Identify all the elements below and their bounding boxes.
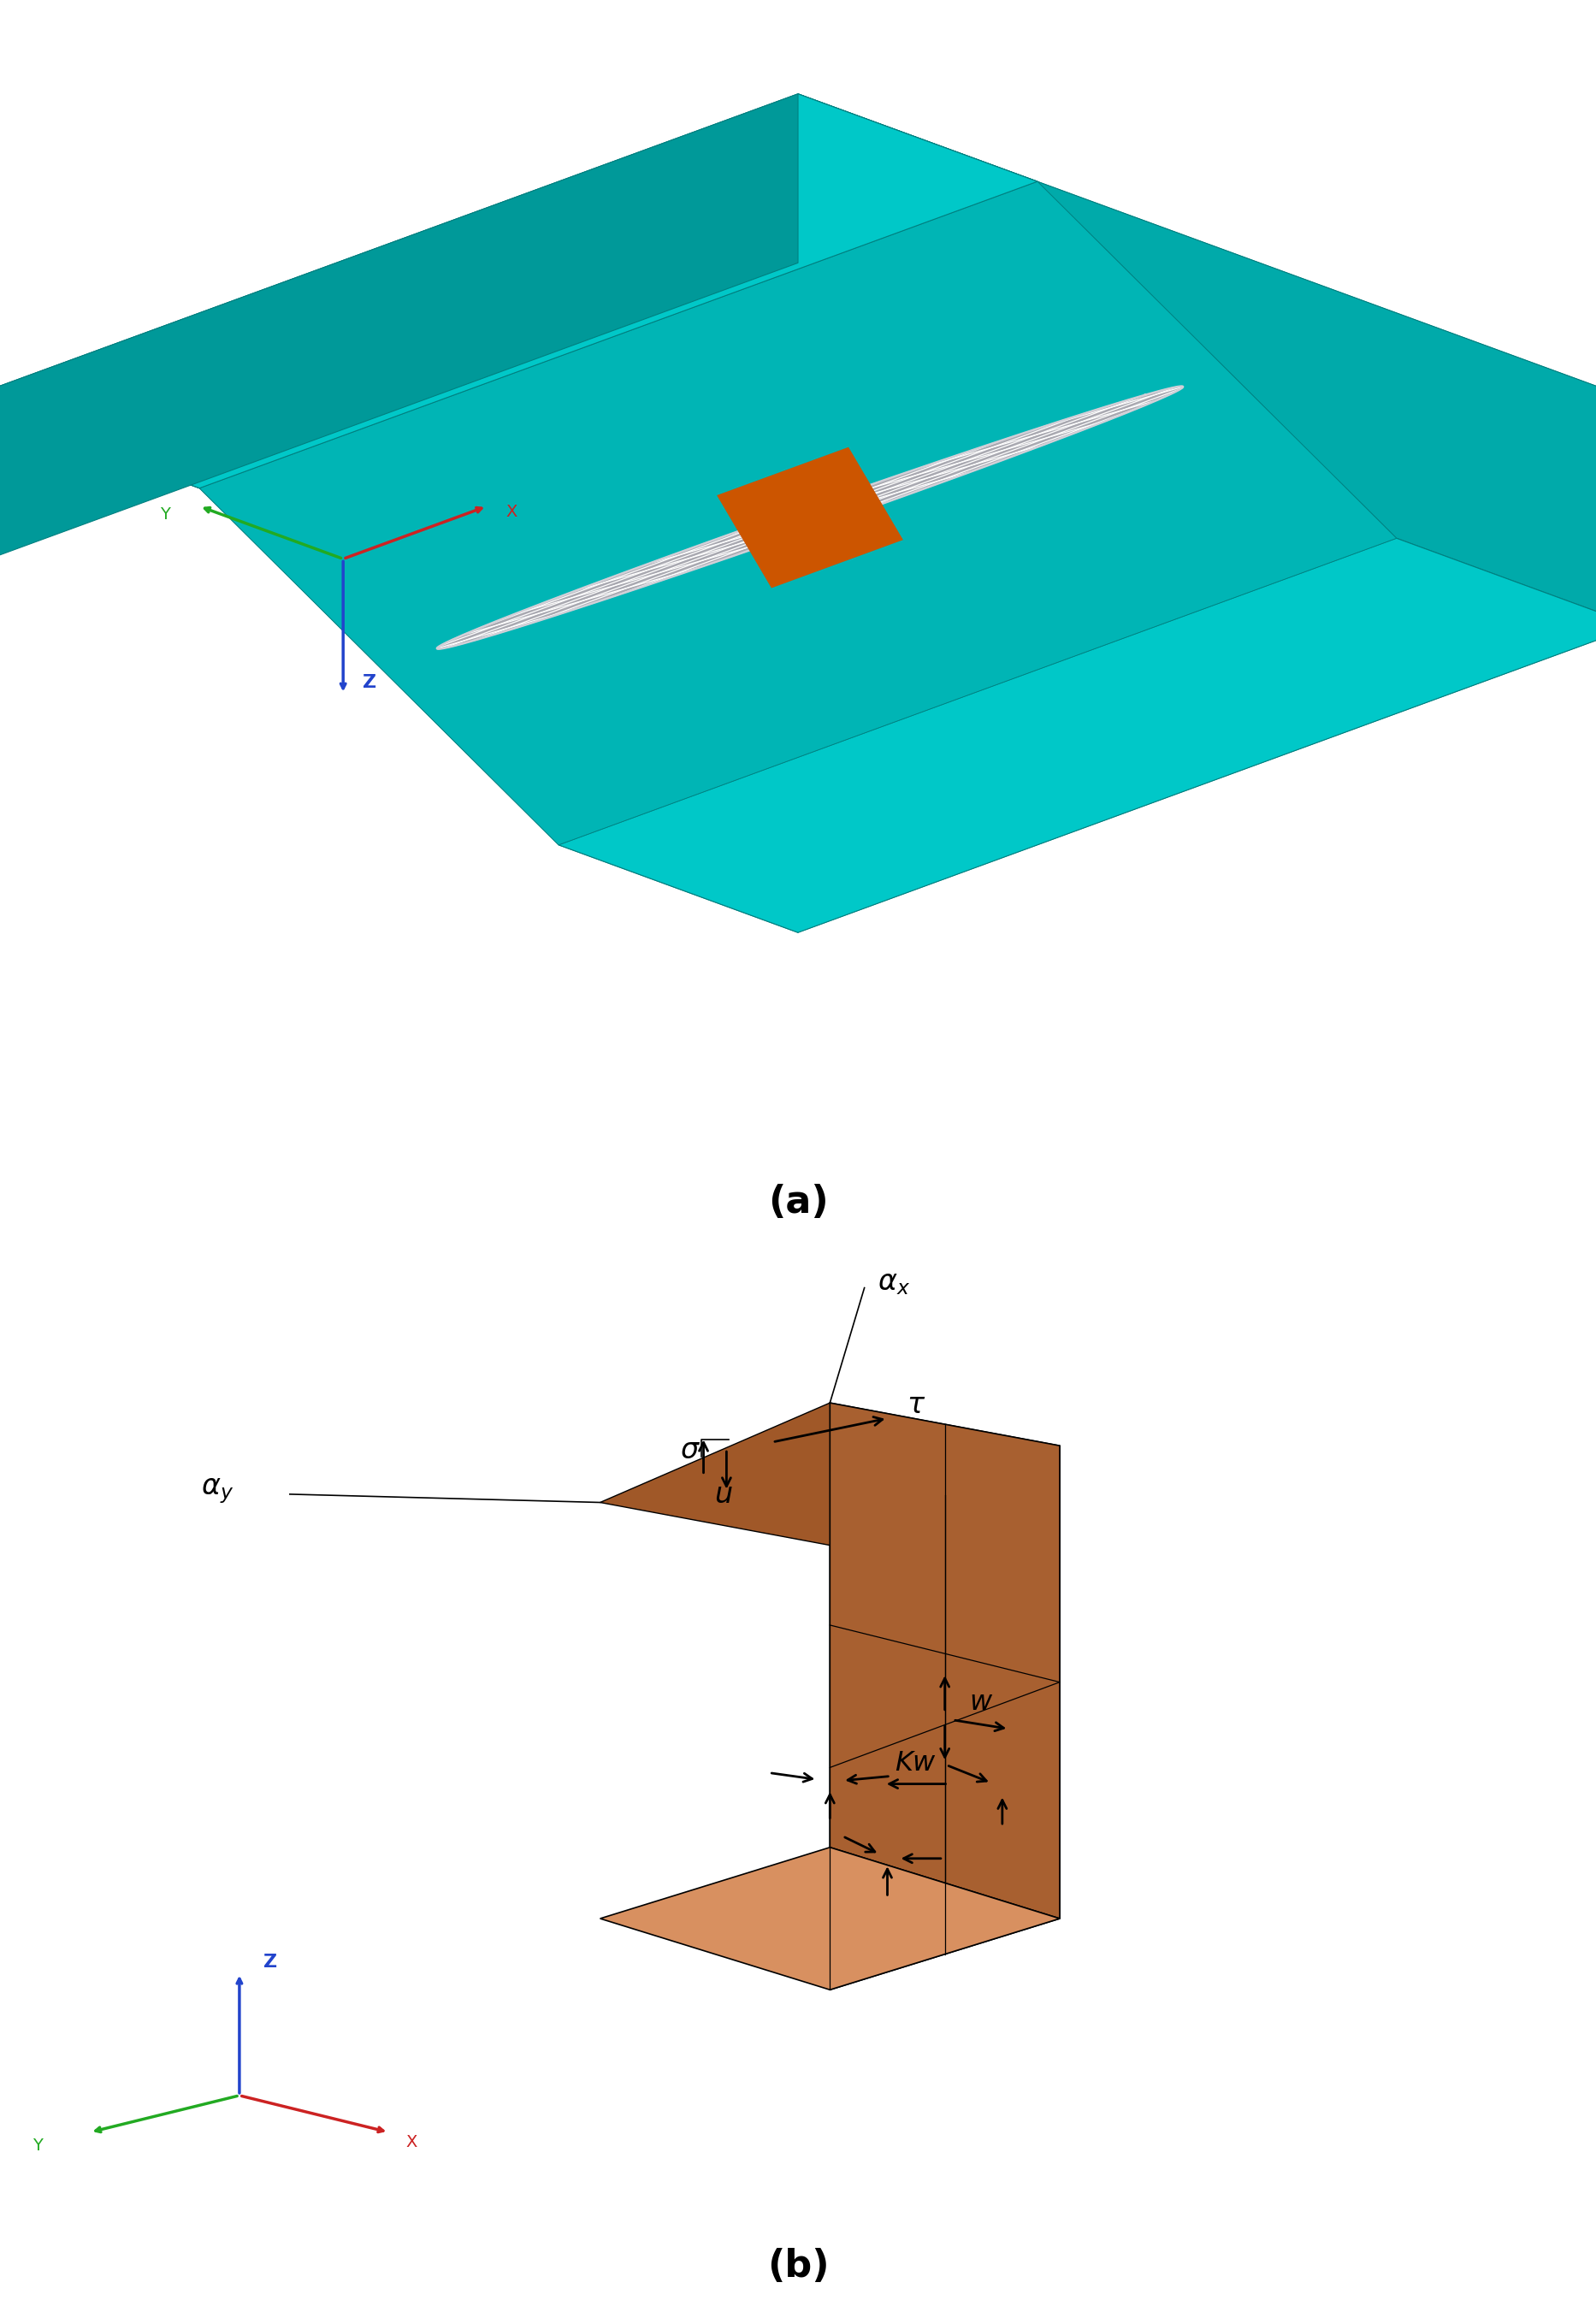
Text: $w$: $w$: [969, 1690, 993, 1715]
Polygon shape: [200, 181, 1396, 844]
Text: Y: Y: [160, 505, 169, 522]
Polygon shape: [830, 1446, 1060, 1989]
Text: Z: Z: [263, 1954, 278, 1970]
Polygon shape: [559, 538, 1596, 932]
Text: $u$: $u$: [713, 1481, 733, 1509]
Polygon shape: [437, 387, 1183, 649]
Text: $\sigma$: $\sigma$: [680, 1437, 701, 1465]
Polygon shape: [798, 401, 1596, 932]
Polygon shape: [0, 95, 1037, 489]
Text: X: X: [405, 2135, 418, 2151]
Polygon shape: [600, 1847, 1060, 1989]
Text: (b): (b): [768, 2248, 828, 2286]
Text: Z: Z: [362, 675, 377, 691]
Text: $\alpha_x$: $\alpha_x$: [878, 1268, 910, 1296]
Polygon shape: [600, 1402, 1060, 1546]
Polygon shape: [0, 95, 1596, 707]
Polygon shape: [798, 95, 1596, 626]
Polygon shape: [717, 447, 903, 589]
Polygon shape: [0, 401, 798, 932]
Polygon shape: [0, 95, 798, 570]
Text: X: X: [506, 503, 517, 519]
Text: Y: Y: [34, 2137, 43, 2153]
Text: $\alpha_y$: $\alpha_y$: [201, 1477, 235, 1504]
Text: $\tau$: $\tau$: [907, 1391, 926, 1419]
Text: $Kw$: $Kw$: [895, 1750, 937, 1776]
Polygon shape: [437, 387, 1183, 649]
Polygon shape: [830, 1402, 1060, 1919]
Text: (a): (a): [768, 1184, 828, 1219]
